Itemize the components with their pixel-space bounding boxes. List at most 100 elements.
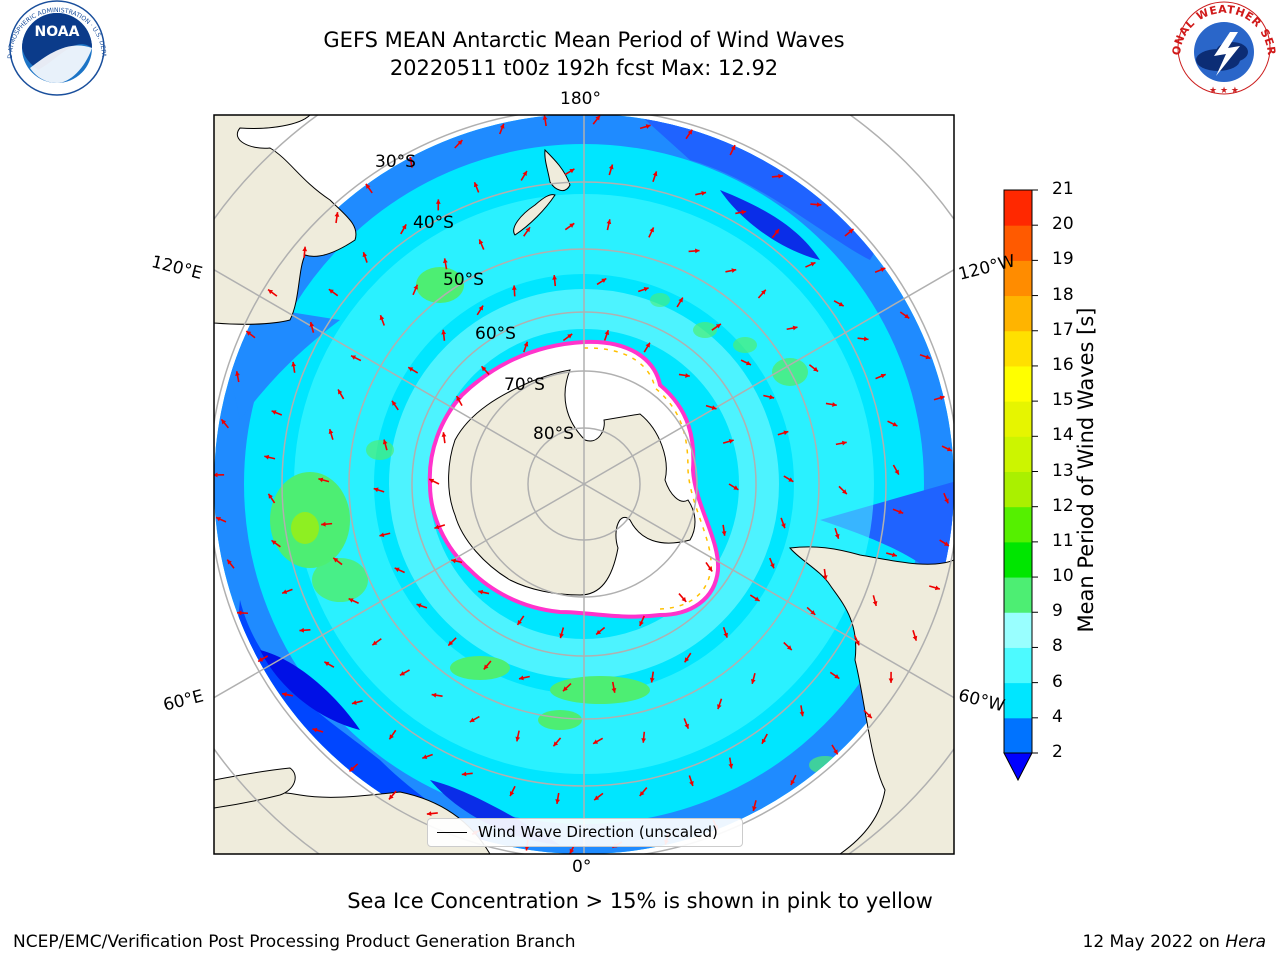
colorbar-segment [1004,330,1032,367]
wind-wave-arrows [214,115,953,854]
wave-direction-arrowhead [601,278,607,283]
wave-direction-arrowhead [685,373,690,378]
australia-landmass [214,115,357,325]
wave-direction-arrowhead [681,596,687,602]
wave-direction-arrowhead [478,305,484,311]
wave-direction-arrowhead [435,199,441,204]
wave-direction-arrowhead [717,704,722,710]
wave-direction-arrowhead [509,791,515,797]
colorbar-segment [1004,612,1032,648]
noaa-wordmark: NOAA [35,24,80,40]
wave-direction-arrowhead [730,145,736,151]
wave-direction-arrowhead [451,558,457,564]
wave-direction-arrowhead [643,287,649,292]
wave-direction-arrowhead [715,323,721,329]
wave-direction-arrowhead [394,567,400,572]
wave-direction-arrowhead [943,541,949,546]
wave-direction-arrowhead [678,297,683,303]
wave-direction-arrowhead [792,325,798,331]
wave-direction-arrowhead [848,229,854,234]
wave-direction-arrowhead [382,439,388,445]
map-legend: Wind Wave Direction (unscaled) [427,818,743,847]
wave-direction-arrowhead [880,267,886,273]
wave-direction-arrowhead [604,330,610,336]
wave-direction-arrowhead [788,477,794,482]
wave-direction-arrowhead [733,485,739,490]
wave-direction-arrowhead [473,182,479,188]
lat-label-60s: 60°S [475,324,516,344]
colorbar-tick-label: 20 [1052,214,1074,235]
wave-direction-arrowhead [302,246,308,252]
wave-direction-arrowhead [318,477,324,483]
wave-direction-arrowhead [542,115,548,120]
wave-direction-arrowhead [608,164,614,170]
colorbar-tick-label: 17 [1052,319,1074,340]
wave-direction-arrowhead [652,171,658,177]
wave-direction-arrowhead [892,421,898,427]
footer-machine: Hera [1225,932,1266,952]
wave-direction-arrowhead [569,223,575,228]
new-zealand-south [513,194,556,236]
colorbar-tick-label: 9 [1052,601,1063,622]
wave-direction-arrowhead [834,533,840,539]
wave-direction-arrowhead [810,262,816,267]
wave-direction-arrowhead [379,315,385,321]
svg-text:★ ★ ★: ★ ★ ★ [1209,86,1239,96]
wave-direction-arrowhead [728,763,734,769]
wave-direction-arrowhead [235,371,240,376]
wave-direction-arrowhead [448,640,454,646]
wave-direction-arrowhead [898,509,904,514]
sea-ice-note: Sea Ice Concentration > 15% is shown in … [347,889,933,913]
colorbar-label: Mean Period of Wind Waves [s] [1074,307,1098,633]
wave-direction-arrowhead [552,275,557,280]
wave-direction-arrowhead [268,289,274,295]
wave-direction-arrowhead [215,516,221,522]
wave-direction-arrowhead [351,700,357,705]
wave-direction-arrowhead [694,248,700,254]
wave-direction-arrowhead [388,794,394,800]
wave-direction-arrowhead [559,633,564,639]
wave-direction-arrowhead [790,779,796,785]
wave-direction-arrowhead [324,661,330,667]
wave-direction-arrowhead [701,190,707,196]
wave-direction-arrowhead [271,540,277,545]
colorbar-tick-label: 8 [1052,636,1063,657]
wave-direction-arrowhead [786,645,792,651]
wave-direction-arrowhead [481,366,487,372]
colorbar-tick-label: 16 [1052,354,1074,375]
wave-direction-arrowhead [745,360,751,366]
wave-direction-arrowhead [271,410,277,415]
wave-direction-arrowhead [333,557,339,563]
wave-direction-arrowhead [429,478,435,484]
wave-direction-arrowhead [880,373,886,379]
new-zealand-north [544,148,571,192]
wave-direction-arrowhead [946,446,952,452]
wave-direction-arrowhead [596,629,602,635]
wave-direction-arrowhead [553,741,559,747]
wave-direction-arrowhead [431,692,437,698]
colorbar-tick-label: 18 [1052,284,1074,305]
colorbar-segment [1004,295,1032,332]
wave-direction-arrowhead [362,252,368,258]
wave-direction-arrowhead [741,209,747,215]
wave-direction-arrowhead [522,171,527,177]
wave-direction-arrowhead [291,361,297,367]
lon-label-180: 180° [560,89,601,109]
wave-direction-arrowhead [443,258,448,264]
wave-direction-arrowhead [639,620,644,626]
wave-direction-arrowhead [925,354,931,360]
wave-direction-arrowhead [478,589,484,595]
wave-direction-arrowhead [649,227,654,233]
wave-direction-arrowhead [944,498,949,504]
colorbar-segment [1004,190,1032,226]
wave-direction-arrowhead [684,657,690,663]
wave-direction-arrowhead [515,736,521,742]
wave-direction-arrowhead [842,489,847,495]
wave-direction-arrowhead [426,811,432,817]
wave-direction-arrowhead [778,173,783,179]
wave-direction-arrowhead [834,674,840,679]
colorbar-tick-label: 19 [1052,249,1074,270]
wave-direction-arrowhead [434,524,440,530]
footer-date: 12 May 2022 on Hera [1083,932,1267,952]
